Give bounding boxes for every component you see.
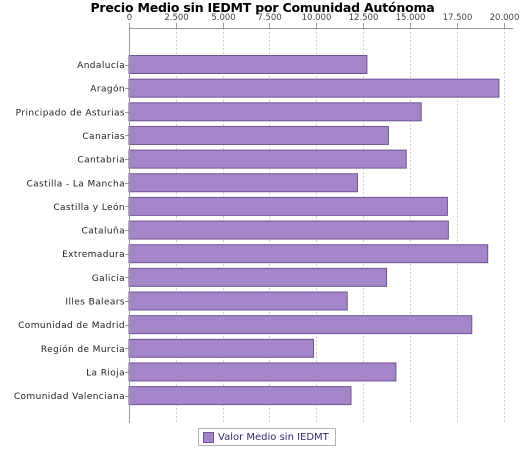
bar xyxy=(128,125,389,145)
bar xyxy=(128,291,348,311)
bar xyxy=(128,244,489,264)
x-tick-label: 0 xyxy=(127,13,132,23)
legend-swatch xyxy=(203,431,214,443)
legend-label: Valor Medio sin IEDMT xyxy=(218,431,329,443)
x-tick-label: 20.000 xyxy=(490,13,520,23)
bar xyxy=(128,362,397,382)
legend: Valor Medio sin IEDMT xyxy=(198,428,336,446)
x-tick-label: 2.500 xyxy=(164,13,188,23)
bar xyxy=(128,220,449,240)
category-label: La Rioja xyxy=(86,368,125,378)
category-label: Castilla y León xyxy=(53,202,125,213)
category-label: Andalucía xyxy=(77,61,125,71)
bar xyxy=(128,149,407,169)
bar xyxy=(128,78,500,98)
bar xyxy=(128,386,352,406)
category-label: Aragón xyxy=(90,84,125,95)
category-label: Galicia xyxy=(92,274,125,284)
category-label: Comunidad Valenciana xyxy=(14,392,125,402)
bar xyxy=(128,196,448,216)
bar xyxy=(128,338,315,358)
x-tick-label: 10.000 xyxy=(302,13,332,23)
bar xyxy=(128,315,473,335)
category-label: Principado de Asturias xyxy=(16,108,125,118)
bar xyxy=(128,55,368,74)
category-label: Cataluña xyxy=(82,227,125,237)
x-tick-label: 15.000 xyxy=(396,13,426,23)
x-tick-label: 17.500 xyxy=(443,13,473,23)
x-tick-label: 5.000 xyxy=(211,13,235,23)
x-tick-label: 12.500 xyxy=(349,13,379,23)
category-label: Extremadura xyxy=(62,250,125,260)
category-label: Región de Murcia xyxy=(41,344,125,355)
category-label: Castilla - La Mancha xyxy=(26,179,125,189)
bar xyxy=(128,267,388,287)
chart-title: Precio Medio sin IEDMT por Comunidad Aut… xyxy=(90,0,435,15)
category-label: Cantabria xyxy=(77,156,125,166)
bar xyxy=(128,173,359,193)
x-tick-label: 7.500 xyxy=(257,13,281,23)
category-label: Canarias xyxy=(82,132,125,142)
category-label: Comunidad de Madrid xyxy=(18,321,125,331)
category-label: Illes Balears xyxy=(65,298,125,308)
bar xyxy=(128,102,422,122)
